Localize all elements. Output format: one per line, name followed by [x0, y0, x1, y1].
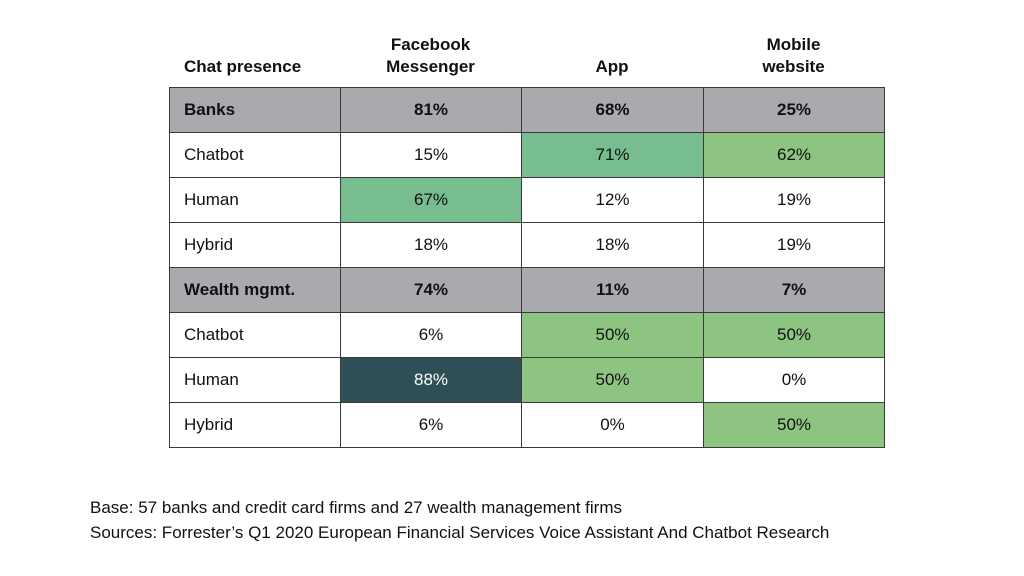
table-cell: 67% — [340, 177, 522, 223]
header-chat-presence: Chat presence — [184, 28, 340, 78]
row-label: Wealth mgmt. — [169, 267, 341, 313]
table-cell: 50% — [521, 357, 704, 403]
table-cell: 15% — [340, 132, 522, 178]
table-cell: 0% — [521, 402, 704, 448]
table-cell: 50% — [703, 312, 885, 358]
header-app: App — [521, 28, 703, 78]
table-row: Hybrid 6% 0% 50% — [169, 402, 885, 448]
header-facebook-messenger-line2: Messenger — [386, 57, 475, 76]
table-cell: 6% — [340, 312, 522, 358]
table-group-row: Banks 81% 68% 25% — [169, 87, 885, 133]
chat-presence-table: Banks 81% 68% 25% Chatbot 15% 71% 62% Human 67% 12… — [169, 87, 885, 448]
header-mobile-website-line2: website — [762, 57, 825, 76]
table-cell: 62% — [703, 132, 885, 178]
table-cell: 71% — [521, 132, 704, 178]
table-row: Chatbot 15% 71% 62% — [169, 132, 885, 178]
header-facebook-messenger: Facebook Messenger — [340, 28, 521, 78]
table-cell: 19% — [703, 222, 885, 268]
header-app-label: App — [595, 57, 629, 76]
table-cell: 68% — [521, 87, 704, 133]
table-body: Banks 81% 68% 25% Chatbot 15% 71% 62% Human 67% 12… — [169, 87, 885, 448]
table-cell: 19% — [703, 177, 885, 223]
header-facebook-messenger-line1: Facebook — [390, 35, 471, 54]
table-row: Hybrid 18% 18% 19% — [169, 222, 885, 268]
row-label: Chatbot — [169, 312, 341, 358]
table-cell: 18% — [340, 222, 522, 268]
table-cell: 50% — [703, 402, 885, 448]
table-group-row: Wealth mgmt. 74% 11% 7% — [169, 267, 885, 313]
table-cell: 81% — [340, 87, 522, 133]
table-cell: 7% — [703, 267, 885, 313]
table-cell: 11% — [521, 267, 704, 313]
table-cell: 12% — [521, 177, 704, 223]
table-row: Chatbot 6% 50% 50% — [169, 312, 885, 358]
footer-sources-note: Sources: Forrester’s Q1 2020 European Fi… — [90, 523, 830, 542]
table-cell: 0% — [703, 357, 885, 403]
header-mobile-website-line1: Mobile — [766, 35, 821, 54]
header-chat-presence-label: Chat presence — [184, 57, 302, 76]
header-facebook-messenger-label: Facebook Messenger — [386, 34, 475, 78]
table-cell: 25% — [703, 87, 885, 133]
row-label: Human — [169, 177, 341, 223]
row-label: Hybrid — [169, 402, 341, 448]
row-label: Human — [169, 357, 341, 403]
table-cell: 88% — [340, 357, 522, 403]
footer-base-note: Base: 57 banks and credit card firms and… — [90, 498, 622, 517]
header-mobile-website: Mobile website — [703, 28, 884, 78]
table-cell: 18% — [521, 222, 704, 268]
table-cell: 74% — [340, 267, 522, 313]
table-row: Human 67% 12% 19% — [169, 177, 885, 223]
row-label: Banks — [169, 87, 341, 133]
table-cell: 6% — [340, 402, 522, 448]
table-cell: 50% — [521, 312, 704, 358]
table-row: Human 88% 50% 0% — [169, 357, 885, 403]
row-label: Chatbot — [169, 132, 341, 178]
header-mobile-website-label: Mobile website — [762, 34, 824, 78]
row-label: Hybrid — [169, 222, 341, 268]
